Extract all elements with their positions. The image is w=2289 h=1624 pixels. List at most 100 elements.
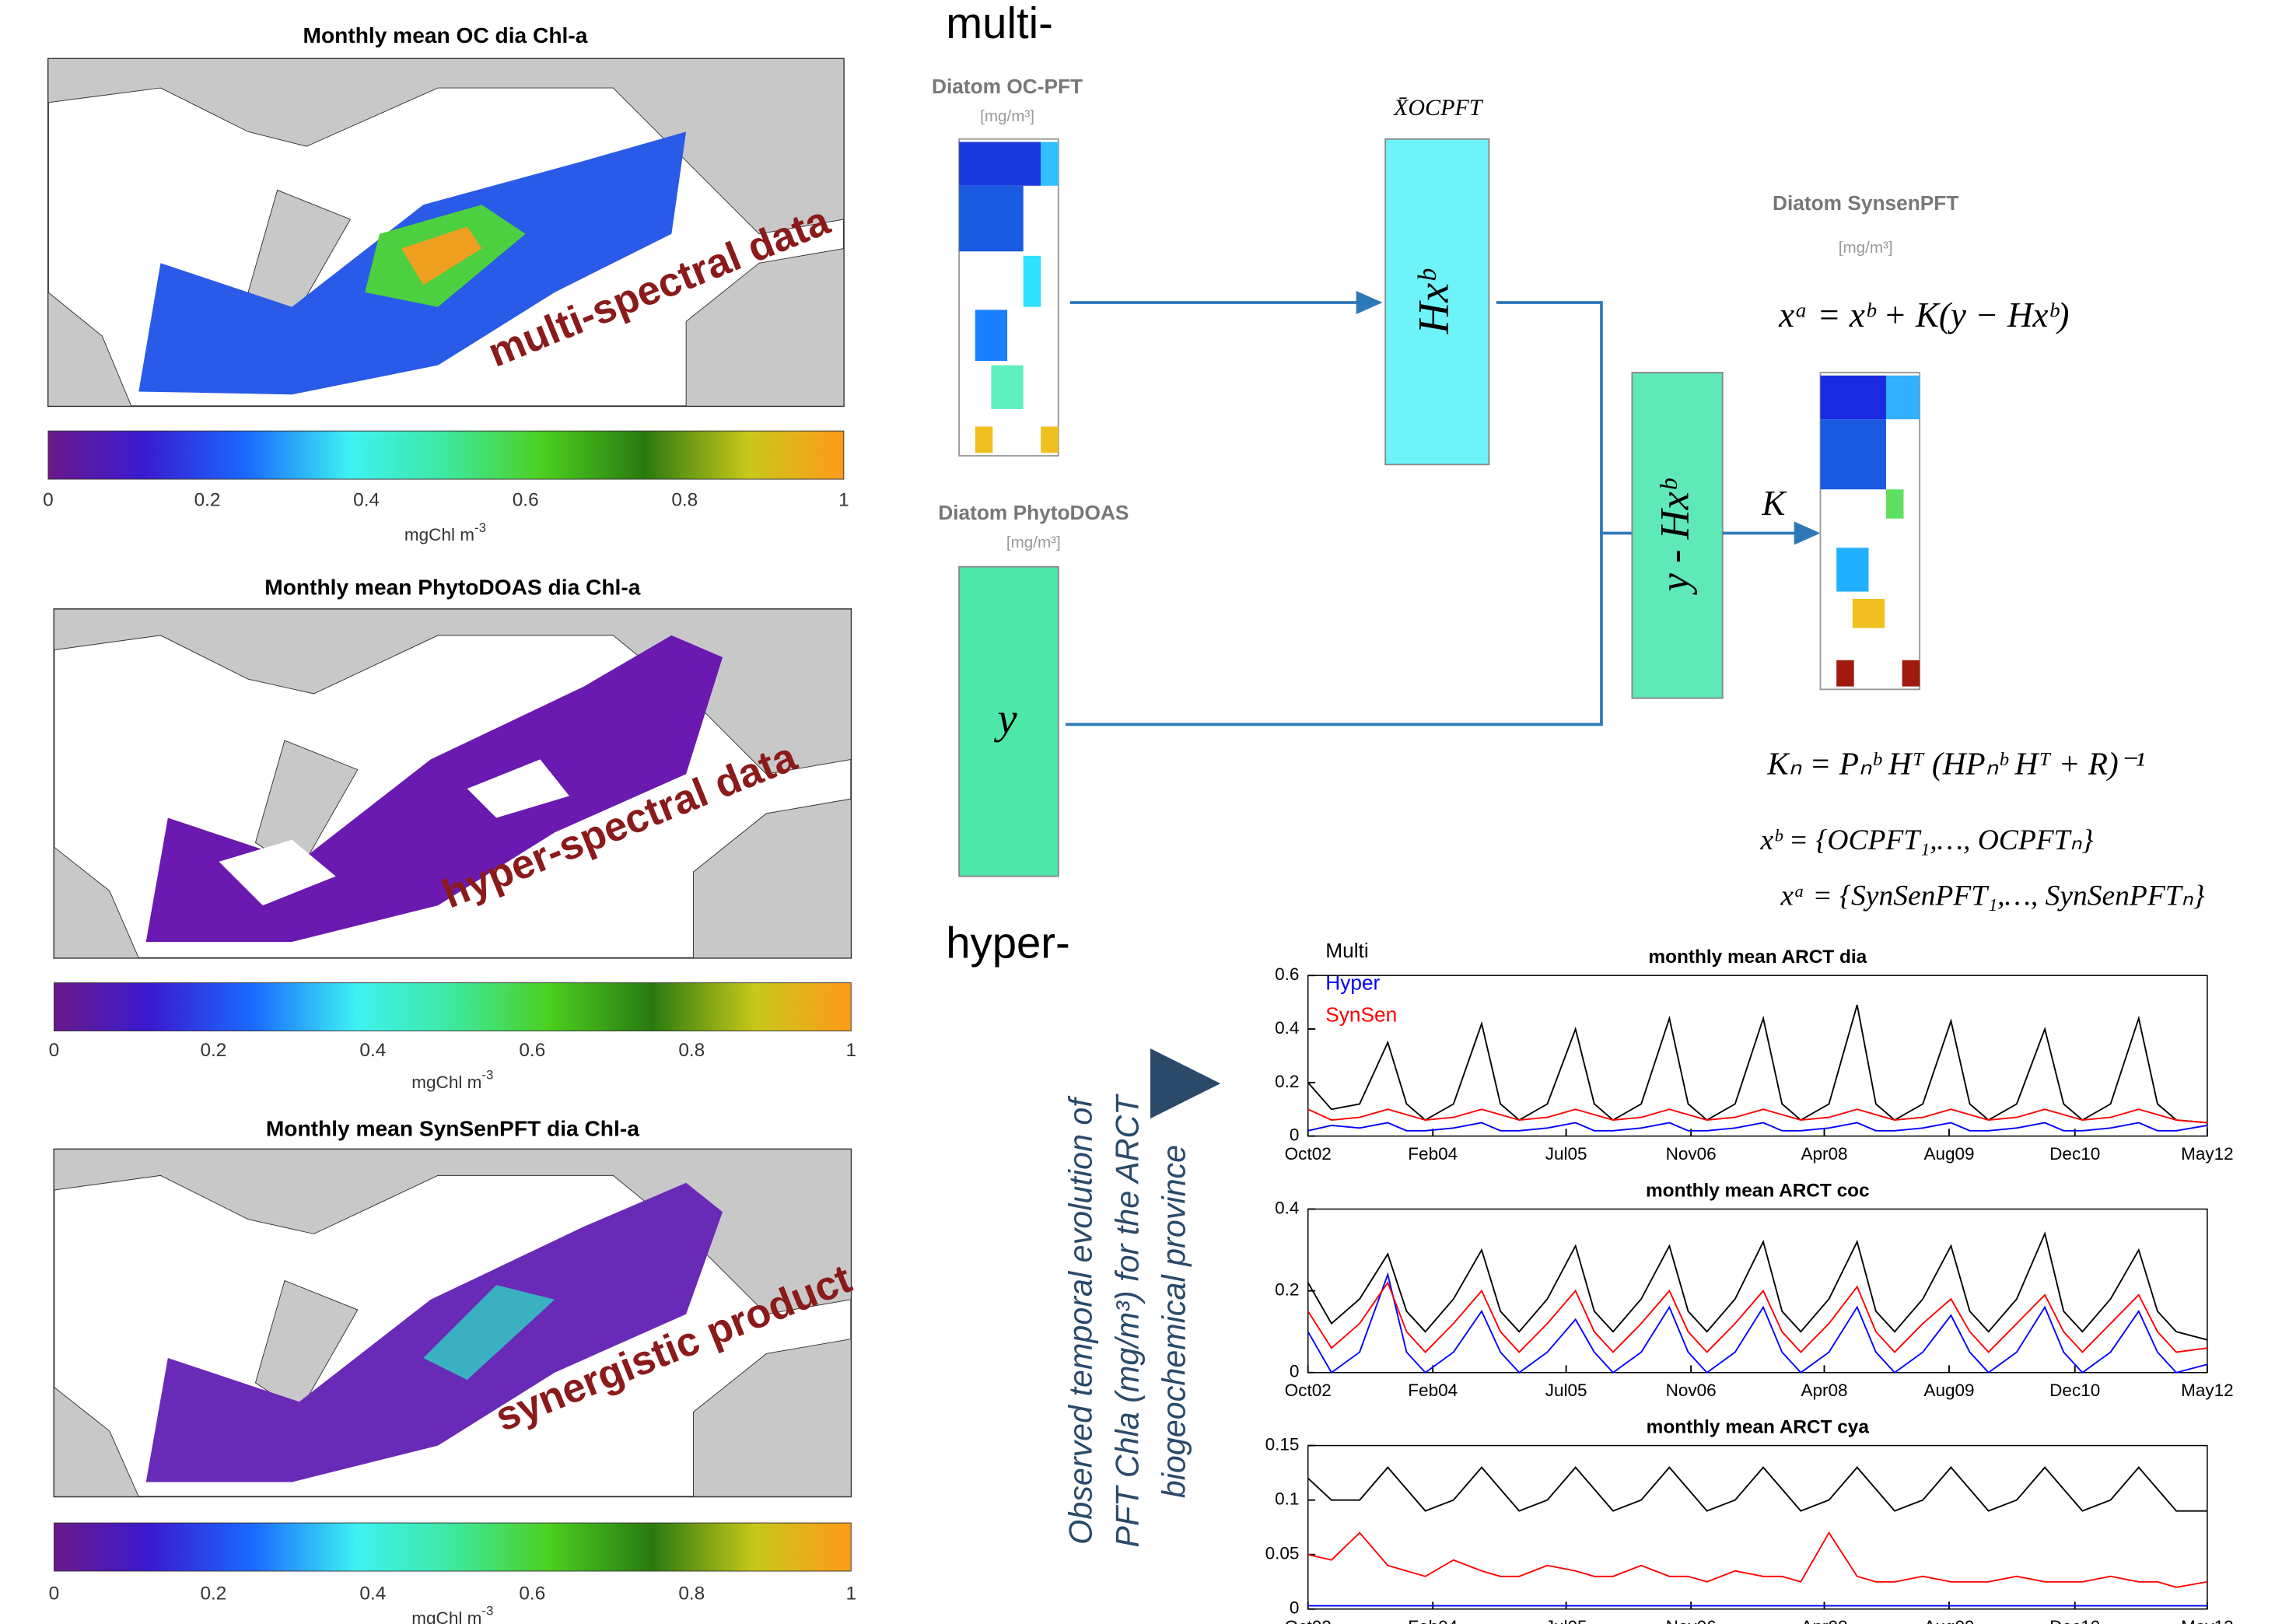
- plot-frame: [1307, 1444, 2208, 1610]
- x-tick-label: Apr08: [1801, 1381, 1847, 1400]
- y-tick-label: 0: [1290, 1125, 1300, 1145]
- innovation-box: [1631, 372, 1724, 699]
- pixel: [1023, 255, 1041, 307]
- oc-pixels: [958, 138, 1059, 457]
- colorbar-tick-label: 1: [845, 1040, 856, 1061]
- colorbar-tick-label: 1: [838, 490, 849, 511]
- caption-line: Observed temporal evolution of: [1063, 1095, 1099, 1545]
- gain-equation: Kₙ = Pₙᵇ Hᵀ (HPₙᵇ Hᵀ + R)⁻¹: [1766, 745, 2145, 782]
- no-data: [219, 759, 569, 906]
- pixel: [1902, 660, 1920, 687]
- oc-title: Diatom OC-PFT: [932, 75, 1083, 98]
- plot-frame: [1307, 975, 2208, 1137]
- x-tick-label: Dec10: [2049, 1381, 2100, 1400]
- pixel: [1820, 375, 1886, 420]
- chart-title: monthly mean ARCT dia: [1648, 947, 1867, 968]
- colorbar-label-text: mgChl m: [404, 525, 474, 544]
- innovation-label: y - Hxᵇ: [1653, 478, 1698, 595]
- line-charts: monthly mean ARCT dia 0 0.2 0.4 0.6 Oct02 Feb0…: [1265, 939, 2234, 1624]
- land: [53, 1149, 852, 1315]
- y-label: y: [994, 695, 1018, 743]
- chl-swath: [401, 226, 482, 285]
- pixel: [975, 426, 993, 453]
- pixel: [975, 310, 1008, 362]
- x-tick-label: Nov06: [1666, 1617, 1717, 1624]
- side-caption: Observed temporal evolution of PFT Chla …: [1063, 1048, 1221, 1548]
- chart-title: monthly mean ARCT coc: [1646, 1180, 1870, 1201]
- doas-title: Diatom PhytoDOAS: [938, 501, 1129, 524]
- series-line: [1307, 1466, 2207, 1512]
- pixel: [1041, 426, 1059, 453]
- xbar-label: X̄OCPFT: [1393, 95, 1484, 121]
- colorbar-tick-label: 0: [49, 1583, 60, 1604]
- series-line: [1307, 1531, 2208, 1588]
- colorbar-ticks: 0 0.2 0.4 0.6 0.8 1: [43, 490, 849, 511]
- colorbar-ticks: 0 0.2 0.4 0.6 0.8 1: [49, 1583, 856, 1604]
- y-box: [958, 565, 1059, 877]
- land: [47, 58, 845, 235]
- colorbar: [53, 1522, 852, 1572]
- pixel: [991, 365, 1024, 409]
- caption-line: PFT Chla (mg/m³) for the ARCT: [1110, 1094, 1146, 1548]
- synsen-pixels: [1819, 372, 1921, 691]
- colorbar-tick-label: 0: [43, 490, 54, 511]
- pixel: [1836, 548, 1869, 592]
- land: [53, 740, 852, 959]
- colorbar-tick-label: 0.2: [200, 1583, 226, 1604]
- x-tick-label: Nov06: [1666, 1381, 1717, 1400]
- pixel: [1820, 419, 1886, 490]
- x-tick-label: Dec10: [2049, 1144, 2100, 1164]
- x-tick-label: Feb04: [1408, 1144, 1458, 1164]
- map-panel: Monthly mean PhytoDOAS dia Chl-a hyper-s…: [49, 575, 856, 1092]
- pixel: [959, 185, 1024, 252]
- x-tick-label: Oct02: [1285, 1617, 1332, 1624]
- connector: [1066, 301, 1633, 726]
- map-panel: Monthly mean OC dia Chl-a multi-spectral…: [43, 23, 849, 544]
- colorbar-label: mgChl m-3: [404, 520, 486, 544]
- map-title: Monthly mean SynSenPFT dia Chl-a: [266, 1117, 639, 1141]
- pixel: [959, 142, 1041, 186]
- colorbar-tick-label: 0.4: [359, 1583, 386, 1604]
- synsen-title: Diatom SynsenPFT: [1773, 191, 1958, 215]
- x-tick-label: May12: [2181, 1381, 2234, 1400]
- synsen-unit: [mg/m³]: [1839, 239, 1893, 257]
- pixel: [1885, 375, 1920, 420]
- x-tick-label: Feb04: [1408, 1381, 1458, 1400]
- hx-box: [1384, 138, 1490, 466]
- colorbar-label-text: mgChl m: [411, 1073, 481, 1092]
- colorbar-label-exponent: -3: [481, 1068, 493, 1083]
- series-line: [1307, 1108, 2207, 1124]
- chl-swath: [423, 1285, 555, 1381]
- chart-title: monthly mean ARCT cya: [1647, 1416, 1870, 1437]
- colorbar-tick-label: 0.6: [513, 490, 539, 511]
- line-chart: monthly mean ARCT dia 0 0.2 0.4 0.6 Oct02 Feb0…: [1275, 939, 2234, 1164]
- map-title: Monthly mean PhytoDOAS dia Chl-a: [264, 575, 640, 599]
- caption-line: biogeochemical province: [1157, 1145, 1192, 1498]
- x-tick-label: Apr08: [1801, 1144, 1847, 1164]
- chl-swath: [145, 1182, 723, 1482]
- multi-label: multi-: [946, 0, 1053, 47]
- map-panel: Monthly mean SynSenPFT dia Chl-a synergi…: [49, 1117, 858, 1624]
- colorbar-tick-label: 0.8: [671, 490, 698, 511]
- x-tick-label: Jul05: [1545, 1144, 1587, 1164]
- colorbar-label: mgChl m-3: [411, 1604, 493, 1624]
- colorbar: [47, 430, 845, 480]
- colorbar-tick-label: 1: [845, 1583, 856, 1604]
- colorbar-tick-label: 0.8: [678, 1040, 705, 1061]
- colorbar-tick-label: 0.2: [200, 1040, 226, 1061]
- y-tick-label: 0: [1290, 1598, 1300, 1618]
- x-tick-label: Dec10: [2049, 1617, 2100, 1624]
- oc-unit: [mg/m³]: [980, 107, 1034, 125]
- colorbar-label: mgChl m-3: [411, 1068, 493, 1092]
- y-tick-label: 0: [1290, 1362, 1300, 1381]
- colorbar-label-exponent: -3: [474, 520, 486, 535]
- legend-entry: Hyper: [1325, 971, 1380, 994]
- y-tick-label: 0.4: [1275, 1198, 1299, 1217]
- colorbar-tick-label: 0.6: [519, 1040, 545, 1061]
- land: [53, 1279, 852, 1497]
- x-tick-label: May12: [2181, 1144, 2234, 1164]
- pixel: [1852, 598, 1885, 628]
- colorbar-label-exponent: -3: [481, 1604, 493, 1619]
- x-tick-label: Apr08: [1801, 1617, 1847, 1624]
